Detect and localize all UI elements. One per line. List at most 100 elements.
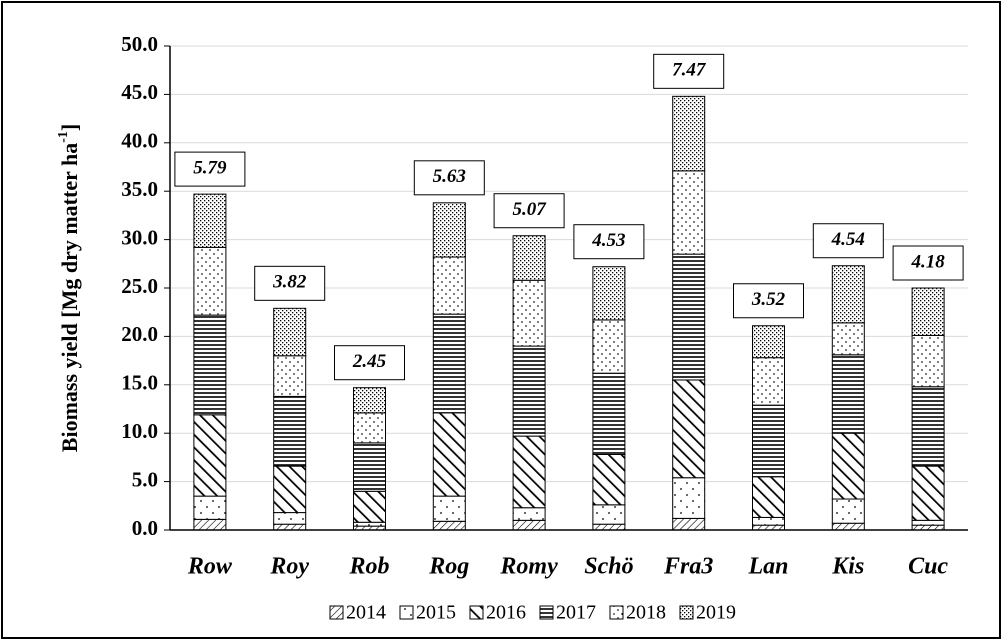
label-box <box>174 151 246 187</box>
bar-segment <box>273 512 307 525</box>
bar-segment <box>752 325 785 359</box>
label-box <box>733 283 804 319</box>
x-tick-label: Lan <box>747 554 788 580</box>
y-axis-label: Biomass yield [Mg dry matter ha-1] <box>56 124 82 452</box>
bar-segment <box>512 345 546 437</box>
label-box <box>653 53 725 89</box>
x-tick-label: Rog <box>428 554 469 580</box>
label-box <box>573 224 645 260</box>
top-label: 5.63 <box>433 166 466 187</box>
bar-segment <box>911 287 945 336</box>
bar-segment <box>512 519 546 531</box>
bar-segment <box>831 354 865 434</box>
legend-swatch <box>399 605 414 620</box>
bar-segment <box>831 432 865 500</box>
bar-segment <box>432 495 466 522</box>
y-tick-label: 20.0 <box>121 322 158 346</box>
bar-segment <box>193 314 227 416</box>
bar-segment <box>432 412 466 497</box>
y-tick-label: 35.0 <box>121 177 158 201</box>
y-label-sup: -1 <box>56 131 71 143</box>
bar-segment <box>672 517 706 531</box>
bar-segment <box>672 170 706 255</box>
x-tick-label: Fra3 <box>663 554 713 580</box>
bar-segment <box>592 372 626 455</box>
x-tick-label: Romy <box>499 554 558 580</box>
bar-segment <box>911 386 945 467</box>
bar-segment <box>193 518 227 531</box>
bar-segment <box>752 476 785 518</box>
y-tick-label: 25.0 <box>121 274 158 298</box>
bar-segment <box>831 322 865 356</box>
legend-label: 2014 <box>346 602 386 624</box>
top-label: 3.52 <box>751 289 786 310</box>
bar-segment <box>592 504 626 525</box>
bar-segment <box>432 256 466 315</box>
y-tick-label: 10.0 <box>121 419 158 443</box>
bar-segment <box>911 465 945 521</box>
bar-segment <box>273 355 307 397</box>
bar-segment <box>193 193 227 248</box>
y-tick-label: 0.0 <box>132 516 158 540</box>
legend-label: 2017 <box>556 602 596 624</box>
bar-segment <box>672 253 706 381</box>
bar-segment <box>273 523 307 531</box>
bar-segment <box>273 307 307 357</box>
top-label: 4.18 <box>910 251 945 272</box>
bar-segment <box>752 516 785 526</box>
bar-segment <box>592 523 626 531</box>
bar-segment <box>911 334 945 388</box>
bar-segment <box>672 95 706 172</box>
label-box <box>254 265 326 301</box>
bar-segment <box>592 453 626 506</box>
bar-segment <box>911 519 945 526</box>
bar-segment <box>672 379 706 479</box>
legend-swatch <box>679 605 694 620</box>
legend-label: 2018 <box>626 602 666 624</box>
top-label: 2.45 <box>352 351 387 372</box>
bar-segment <box>752 404 785 478</box>
y-tick-label: 15.0 <box>121 371 158 395</box>
legend-swatch <box>469 605 484 620</box>
x-tick-label: Row <box>187 554 233 580</box>
label-box <box>493 193 565 229</box>
bar-segment <box>592 319 626 374</box>
bar-segment <box>592 266 626 321</box>
bar-segment <box>672 477 706 519</box>
bar-segment <box>432 202 466 258</box>
bar-segment <box>193 246 227 316</box>
bar-segment <box>353 490 386 523</box>
top-label: 4.54 <box>831 229 865 250</box>
bar-segment <box>353 387 386 414</box>
bar-segment <box>432 520 466 531</box>
legend-swatch <box>609 605 624 620</box>
legend-label: 2015 <box>416 602 456 624</box>
bar-segment <box>831 498 865 524</box>
y-label-end: ] <box>57 124 82 131</box>
bar-segment <box>273 465 307 514</box>
label-box <box>413 160 485 196</box>
legend-swatch <box>539 605 554 620</box>
bar-segment <box>512 235 546 281</box>
y-tick-label: 30.0 <box>121 225 158 249</box>
x-tick-label: Roy <box>269 554 309 580</box>
top-label: 5.79 <box>193 157 227 178</box>
bar-segment <box>353 412 386 444</box>
top-label: 3.82 <box>272 272 307 293</box>
y-tick-label: 50.0 <box>121 32 158 56</box>
bar-segment <box>512 279 546 347</box>
x-tick-label: Schö <box>584 554 633 580</box>
label-box <box>334 345 405 381</box>
x-tick-label: Kis <box>831 554 864 580</box>
bar-segment <box>353 521 386 527</box>
legend-label: 2019 <box>696 602 736 624</box>
bar-segment <box>193 495 227 520</box>
top-label: 4.53 <box>591 230 625 251</box>
bar-segment <box>512 435 546 509</box>
y-tick-label: 40.0 <box>121 129 158 153</box>
top-label: 7.47 <box>672 60 707 81</box>
bar-segment <box>831 522 865 531</box>
y-tick-label: 5.0 <box>132 467 158 491</box>
x-tick-label: Rob <box>348 554 389 580</box>
